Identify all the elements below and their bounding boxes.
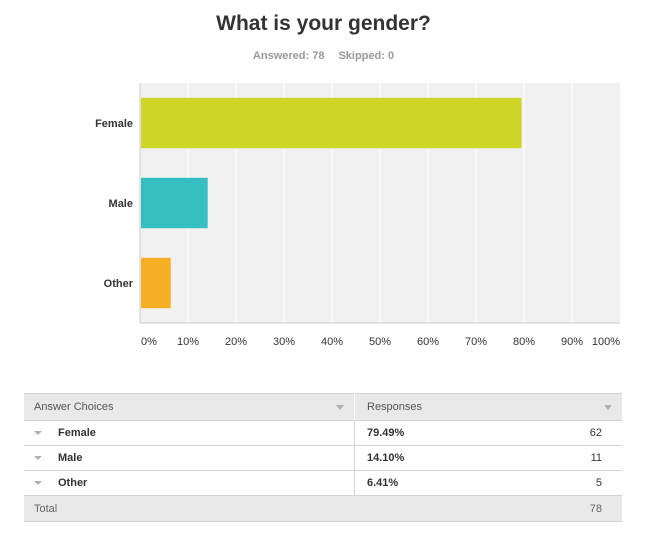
expand-arrow-icon[interactable] bbox=[34, 456, 42, 461]
y-category-label: Female bbox=[95, 118, 133, 130]
x-tick-label: 10% bbox=[177, 336, 199, 348]
bar-other bbox=[141, 257, 171, 309]
table-row: Male 14.10% 11 bbox=[24, 445, 622, 471]
bar-chart: 0% 10% 20% 30% 40% 50% 60% 70% 80% 90% 100% Female M… bbox=[95, 83, 620, 348]
total-value: 78 bbox=[516, 495, 622, 522]
table-row: Other 6.41% 5 bbox=[24, 470, 622, 496]
answered-count: Answered: 78 bbox=[252, 50, 325, 62]
answer-choice[interactable]: Female bbox=[24, 420, 355, 446]
skipped-count: Skipped: 0 bbox=[338, 50, 395, 62]
x-tick-label: 80% bbox=[513, 336, 535, 348]
x-tick-label: 100% bbox=[592, 336, 620, 348]
header-responses-label: Responses bbox=[367, 401, 423, 413]
answer-choice[interactable]: Other bbox=[24, 470, 355, 496]
question-title: What is your gender? bbox=[216, 12, 431, 35]
sort-arrow-icon[interactable] bbox=[336, 405, 344, 410]
total-row: Total 78 bbox=[24, 495, 622, 522]
sort-arrow-icon[interactable] bbox=[604, 405, 612, 410]
x-tick-label: 0% bbox=[141, 336, 157, 348]
x-tick-label: 70% bbox=[465, 336, 487, 348]
expand-arrow-icon[interactable] bbox=[34, 481, 42, 486]
x-tick-label: 20% bbox=[225, 336, 247, 348]
response-stats: Answered: 78 Skipped: 0 bbox=[0, 50, 647, 62]
total-label: Total bbox=[24, 495, 355, 522]
x-tick-label: 40% bbox=[321, 336, 343, 348]
response-percent: 79.49% bbox=[354, 420, 517, 446]
x-tick-label: 60% bbox=[417, 336, 439, 348]
response-count: 11 bbox=[516, 445, 622, 471]
expand-arrow-icon[interactable] bbox=[34, 431, 42, 436]
header-answer-choices-label: Answer Choices bbox=[34, 401, 114, 413]
response-count: 62 bbox=[516, 420, 622, 446]
answer-choice-label: Other bbox=[58, 477, 88, 489]
bar-female bbox=[141, 97, 522, 149]
answer-choice[interactable]: Male bbox=[24, 445, 355, 471]
table-row: Female 79.49% 62 bbox=[24, 420, 622, 446]
x-tick-label: 90% bbox=[561, 336, 583, 348]
x-tick-label: 50% bbox=[369, 336, 391, 348]
answer-choice-label: Male bbox=[58, 452, 83, 464]
header-answer-choices[interactable]: Answer Choices bbox=[24, 393, 355, 421]
response-count: 5 bbox=[516, 470, 622, 496]
y-category-label: Male bbox=[109, 198, 133, 210]
x-tick-label: 30% bbox=[273, 336, 295, 348]
header-responses[interactable]: Responses bbox=[354, 393, 622, 421]
results-table: Answer Choices Responses Female 79.49% 6… bbox=[24, 393, 622, 522]
response-percent: 14.10% bbox=[354, 445, 517, 471]
answer-choice-label: Female bbox=[58, 427, 96, 439]
bar-male bbox=[141, 177, 208, 229]
y-category-label: Other bbox=[104, 278, 134, 290]
response-percent: 6.41% bbox=[354, 470, 517, 496]
